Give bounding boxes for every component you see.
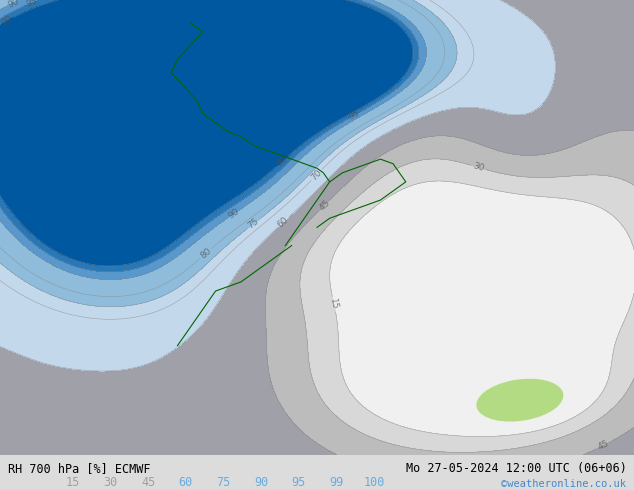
Text: 60: 60 (276, 215, 290, 229)
Text: ©weatheronline.co.uk: ©weatheronline.co.uk (501, 479, 626, 489)
Text: 99: 99 (275, 154, 289, 169)
Text: 60: 60 (179, 476, 193, 489)
Text: RH 700 hPa [%] ECMWF: RH 700 hPa [%] ECMWF (8, 463, 150, 475)
Text: 95: 95 (25, 0, 39, 9)
Text: Mo 27-05-2024 12:00 UTC (06+06): Mo 27-05-2024 12:00 UTC (06+06) (406, 463, 626, 475)
Text: 45: 45 (596, 439, 611, 452)
Text: 75: 75 (216, 476, 231, 489)
Text: 15: 15 (328, 297, 340, 311)
Text: 99: 99 (329, 476, 344, 489)
Text: 95: 95 (292, 476, 306, 489)
Text: 30: 30 (103, 476, 118, 489)
Text: 99: 99 (0, 15, 14, 28)
Text: 70: 70 (309, 168, 324, 182)
Text: 75: 75 (247, 217, 261, 231)
Text: 95: 95 (347, 108, 361, 122)
Text: 45: 45 (141, 476, 155, 489)
Text: 45: 45 (317, 198, 332, 213)
Text: 15: 15 (66, 476, 80, 489)
Text: 90: 90 (6, 0, 20, 10)
Text: 100: 100 (363, 476, 385, 489)
Text: 80: 80 (198, 246, 213, 261)
Text: 90: 90 (226, 207, 240, 221)
Text: 90: 90 (254, 476, 268, 489)
Ellipse shape (476, 379, 564, 421)
Text: 30: 30 (472, 161, 485, 173)
